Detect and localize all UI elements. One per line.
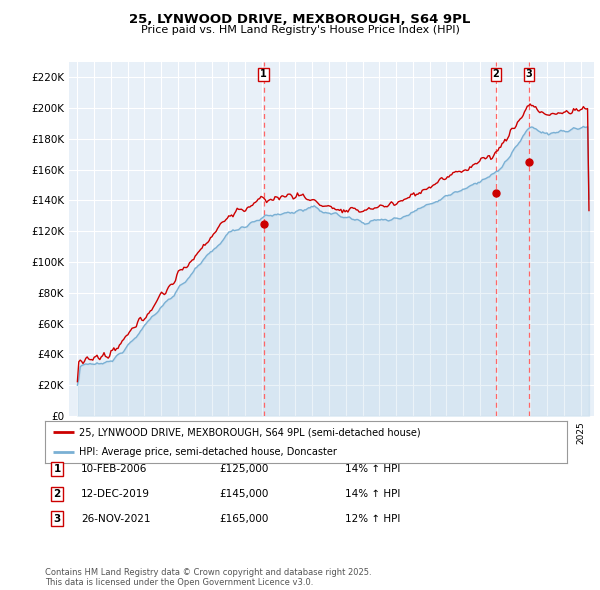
Text: 1: 1 [53, 464, 61, 474]
Text: 25, LYNWOOD DRIVE, MEXBOROUGH, S64 9PL: 25, LYNWOOD DRIVE, MEXBOROUGH, S64 9PL [130, 13, 470, 26]
Text: 1: 1 [260, 69, 267, 79]
Text: £165,000: £165,000 [219, 514, 268, 523]
Text: HPI: Average price, semi-detached house, Doncaster: HPI: Average price, semi-detached house,… [79, 447, 337, 457]
Text: 12-DEC-2019: 12-DEC-2019 [81, 489, 150, 499]
Text: 2: 2 [53, 489, 61, 499]
Text: Contains HM Land Registry data © Crown copyright and database right 2025.
This d: Contains HM Land Registry data © Crown c… [45, 568, 371, 587]
Text: 26-NOV-2021: 26-NOV-2021 [81, 514, 151, 523]
Text: £145,000: £145,000 [219, 489, 268, 499]
Text: 14% ↑ HPI: 14% ↑ HPI [345, 464, 400, 474]
Text: 12% ↑ HPI: 12% ↑ HPI [345, 514, 400, 523]
Text: 3: 3 [526, 69, 532, 79]
Text: 14% ↑ HPI: 14% ↑ HPI [345, 489, 400, 499]
Text: £125,000: £125,000 [219, 464, 268, 474]
Text: 2: 2 [493, 69, 499, 79]
Text: 3: 3 [53, 514, 61, 523]
Text: 25, LYNWOOD DRIVE, MEXBOROUGH, S64 9PL (semi-detached house): 25, LYNWOOD DRIVE, MEXBOROUGH, S64 9PL (… [79, 427, 421, 437]
Text: 10-FEB-2006: 10-FEB-2006 [81, 464, 148, 474]
Text: Price paid vs. HM Land Registry's House Price Index (HPI): Price paid vs. HM Land Registry's House … [140, 25, 460, 35]
